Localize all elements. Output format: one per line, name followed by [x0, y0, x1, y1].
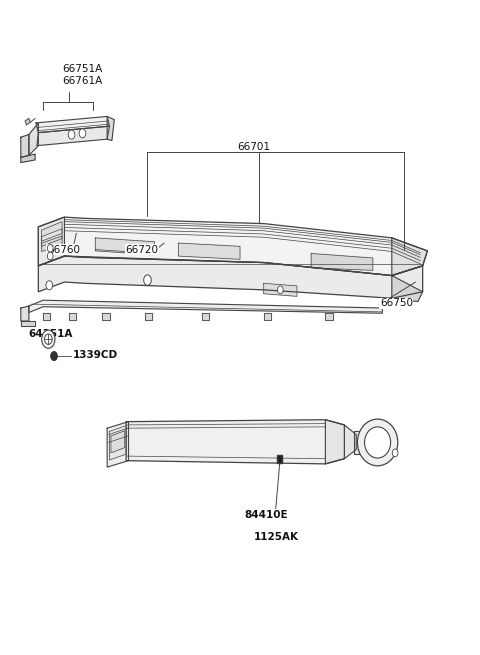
Circle shape — [46, 281, 53, 290]
Polygon shape — [25, 119, 30, 125]
Circle shape — [144, 275, 151, 286]
Ellipse shape — [358, 419, 398, 466]
Polygon shape — [109, 426, 126, 460]
Text: 66720: 66720 — [125, 244, 158, 255]
Polygon shape — [96, 238, 155, 255]
Circle shape — [51, 352, 57, 361]
Polygon shape — [42, 221, 62, 241]
Polygon shape — [392, 238, 427, 276]
Circle shape — [48, 252, 53, 260]
Circle shape — [68, 130, 75, 139]
Polygon shape — [107, 117, 114, 140]
Text: 1339CD: 1339CD — [73, 350, 118, 360]
Polygon shape — [202, 313, 209, 320]
Polygon shape — [29, 300, 383, 313]
Circle shape — [277, 286, 283, 293]
Polygon shape — [179, 243, 240, 259]
Text: 66760: 66760 — [47, 244, 80, 255]
Polygon shape — [37, 126, 109, 145]
Polygon shape — [145, 313, 152, 320]
Polygon shape — [264, 313, 271, 320]
Polygon shape — [43, 313, 50, 320]
Polygon shape — [102, 313, 109, 320]
Polygon shape — [354, 432, 363, 454]
Circle shape — [45, 334, 52, 345]
Polygon shape — [325, 420, 356, 464]
Polygon shape — [42, 229, 62, 246]
Polygon shape — [21, 306, 29, 321]
Circle shape — [42, 330, 55, 348]
Polygon shape — [264, 284, 297, 296]
Text: 66750: 66750 — [380, 299, 413, 309]
Text: 66761A: 66761A — [62, 77, 102, 86]
Polygon shape — [38, 256, 423, 298]
Polygon shape — [276, 455, 282, 462]
Circle shape — [48, 244, 53, 252]
Polygon shape — [21, 154, 35, 162]
Text: 1125AK: 1125AK — [254, 532, 299, 542]
Polygon shape — [126, 420, 344, 464]
Polygon shape — [21, 321, 35, 326]
Text: 84410E: 84410E — [245, 510, 288, 519]
Circle shape — [392, 449, 398, 457]
Polygon shape — [111, 431, 125, 453]
Polygon shape — [325, 313, 333, 320]
Polygon shape — [29, 123, 38, 155]
Polygon shape — [21, 135, 29, 157]
Polygon shape — [311, 253, 373, 271]
Polygon shape — [42, 236, 62, 252]
Text: 66701: 66701 — [238, 142, 271, 152]
Polygon shape — [38, 217, 427, 276]
Circle shape — [79, 129, 86, 138]
Ellipse shape — [364, 427, 391, 458]
Polygon shape — [392, 276, 423, 301]
Polygon shape — [36, 117, 109, 133]
Text: 64351A: 64351A — [29, 329, 73, 339]
Polygon shape — [107, 422, 129, 467]
Text: 66751A: 66751A — [62, 64, 102, 74]
Polygon shape — [69, 313, 76, 320]
Polygon shape — [38, 217, 64, 266]
